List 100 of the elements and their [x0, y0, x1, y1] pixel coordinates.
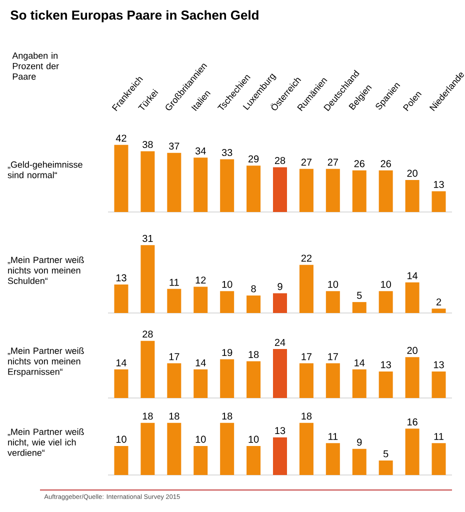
data-label: 28 — [275, 156, 286, 164]
bar — [246, 166, 261, 212]
data-label: 13 — [434, 180, 444, 188]
bar — [432, 371, 446, 398]
bar — [167, 152, 182, 212]
bar — [405, 357, 420, 398]
bar — [273, 437, 288, 475]
data-label: 18 — [302, 412, 312, 420]
data-label: 29 — [248, 155, 259, 162]
bar — [300, 363, 314, 398]
bar — [300, 264, 314, 313]
bar — [167, 363, 182, 398]
bar — [167, 422, 182, 475]
data-label: 9 — [357, 438, 362, 446]
data-label: 11 — [434, 433, 444, 440]
text: Angaben in Prozent der Paare — [12, 52, 59, 80]
data-label: 27 — [302, 158, 312, 166]
data-label: 20 — [407, 346, 418, 354]
bar — [246, 446, 261, 475]
data-label: 8 — [251, 285, 256, 292]
bar — [273, 293, 288, 313]
data-label: 14 — [408, 272, 418, 280]
data-label: 9 — [278, 283, 282, 290]
y-axis-title: „Geld-geheimnisse sind normal“ — [8, 161, 82, 178]
data-label: 10 — [196, 436, 206, 443]
data-label: 11 — [170, 278, 179, 286]
data-label: 2 — [436, 298, 442, 306]
bar — [300, 168, 314, 212]
bar — [326, 443, 340, 475]
y-axis-title: „Mein Partner weiß nichts von meinen Ersparnissen“ — [8, 347, 84, 377]
bar — [432, 443, 446, 475]
data-label: 10 — [381, 280, 392, 288]
bar — [326, 363, 340, 398]
bar — [378, 170, 393, 212]
data-label: 10 — [222, 280, 232, 288]
bar — [405, 180, 420, 212]
bar — [352, 369, 366, 398]
data-label: 11 — [328, 433, 338, 440]
data-label: 28 — [142, 330, 153, 338]
bar — [432, 308, 446, 313]
bar — [167, 288, 182, 313]
bar — [114, 369, 128, 398]
bar — [326, 291, 340, 313]
bar — [114, 144, 128, 212]
data-label: 31 — [142, 234, 153, 242]
bar — [194, 158, 208, 212]
data-label: 34 — [196, 147, 206, 154]
data-label: 13 — [381, 361, 392, 368]
bar — [140, 422, 155, 475]
bar — [273, 167, 288, 212]
bar — [352, 448, 366, 475]
data-label: 19 — [222, 348, 232, 356]
data-label: 37 — [169, 142, 180, 150]
data-label: 10 — [248, 436, 259, 443]
bar — [273, 349, 288, 398]
data-label: 22 — [302, 254, 312, 262]
data-label: 18 — [222, 412, 232, 420]
data-label: 13 — [116, 274, 126, 282]
data-label: 13 — [275, 427, 286, 434]
data-label: 13 — [434, 361, 444, 368]
bar — [246, 361, 261, 398]
data-label: 27 — [328, 158, 338, 166]
bar — [194, 369, 208, 398]
bar — [300, 422, 314, 475]
bar — [220, 291, 234, 313]
data-label: 42 — [116, 134, 126, 142]
data-label: 12 — [196, 276, 206, 284]
bar — [405, 282, 420, 313]
data-label: 26 — [354, 160, 365, 168]
bar — [378, 291, 393, 313]
bar — [140, 245, 155, 313]
data-label: 14 — [354, 359, 365, 366]
bar — [432, 191, 446, 212]
data-label: 26 — [380, 160, 392, 168]
bar — [352, 302, 366, 313]
bar — [220, 422, 234, 475]
data-label: 5 — [357, 292, 362, 299]
bar — [194, 286, 208, 313]
data-label: 18 — [143, 412, 153, 420]
data-label: 14 — [196, 359, 206, 366]
data-label: 20 — [407, 170, 418, 177]
chart-title: So ticken Europas Paare in Sachen Geld — [10, 10, 258, 22]
data-label: 10 — [116, 436, 126, 443]
bar — [114, 284, 128, 313]
data-label: 18 — [248, 351, 259, 358]
bar — [352, 170, 366, 212]
bar — [140, 340, 155, 398]
bar — [140, 151, 155, 212]
bar — [378, 371, 393, 398]
bar — [114, 446, 128, 475]
data-label: 33 — [222, 148, 232, 156]
data-label: 14 — [116, 359, 127, 366]
y-axis-title: „Mein Partner weiß nichts von meinen Schulden“ — [8, 256, 84, 284]
bar — [378, 460, 393, 475]
bar — [405, 428, 420, 475]
data-label: 10 — [328, 280, 338, 288]
y-axis-title: „Mein Partner weiß nicht, wie viel ich verdiene“ — [8, 428, 84, 456]
data-label: 38 — [142, 141, 153, 148]
data-label: 24 — [275, 338, 286, 346]
bar — [220, 159, 234, 212]
